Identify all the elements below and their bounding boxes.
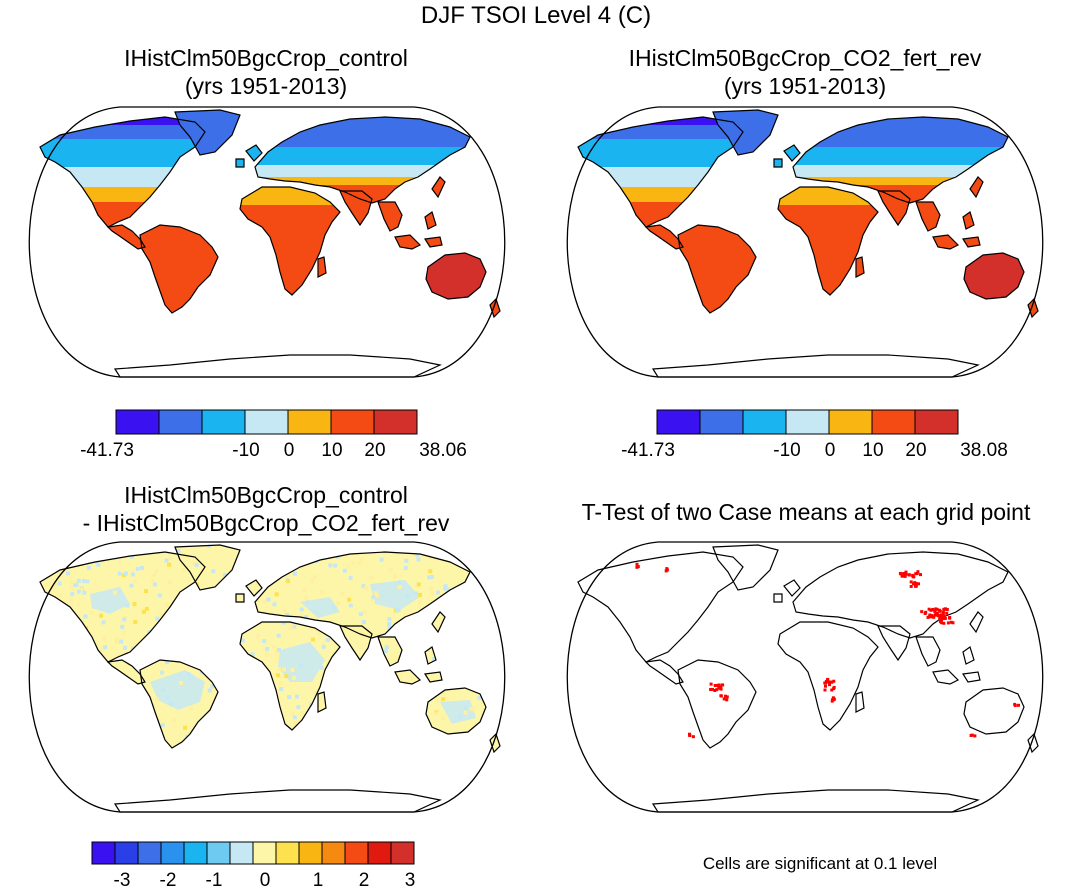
colorbar-tick-label: 20 <box>364 440 385 461</box>
colorbar-tick-label: 0 <box>260 870 271 891</box>
land-island <box>970 177 983 197</box>
land-island <box>933 235 958 249</box>
colorbar-swatch <box>373 409 418 435</box>
colorbar-tick-label: -10 <box>773 440 800 461</box>
negative-anomaly-patch <box>150 670 205 710</box>
land-island <box>432 177 445 197</box>
colorbar-tick-label: 0 <box>284 440 295 461</box>
coastlines <box>577 109 1039 378</box>
colorbar-swatch <box>699 409 744 435</box>
map-difference <box>28 541 506 813</box>
top-left-title-line2: (yrs 1951-2013) <box>184 73 348 99</box>
land-anomaly <box>108 660 145 684</box>
colorbar-swatch <box>298 841 323 865</box>
land-anomaly <box>432 612 445 632</box>
map-frame <box>28 106 506 378</box>
bottom-left-title-line2: - IHistClm50BgcCrop_CO2_fert_rev <box>82 510 450 536</box>
land-island <box>774 159 782 167</box>
bottom-left-title-line1: IHistClm50BgcCrop_control <box>124 482 408 508</box>
top-right-title-line1: IHistClm50BgcCrop_CO2_fert_rev <box>628 45 982 71</box>
colorbar-control: -41.73 -10 0 10 20 38.06 <box>80 409 467 461</box>
colorbar-swatch <box>158 409 203 435</box>
top-right-title-line2: (yrs 1951-2013) <box>723 73 887 99</box>
colorbar-swatch <box>321 841 346 865</box>
land-island <box>395 235 420 249</box>
map-ttest <box>566 541 1044 813</box>
colorbar-swatch <box>828 409 873 435</box>
colorbar-swatch <box>137 841 162 865</box>
colorbar-co2-fert-rev: -41.73 -10 0 10 20 38.08 <box>621 409 1008 461</box>
colorbar-swatch <box>287 409 332 435</box>
map-frame <box>566 541 1044 813</box>
colorbar-swatch <box>344 841 369 865</box>
colorbar-tick-label: 0 <box>825 440 836 461</box>
colorbar-tick-label: -41.73 <box>80 440 134 461</box>
colorbar-swatch <box>914 409 959 435</box>
colorbar-tick-label: -10 <box>232 440 259 461</box>
land-anomaly <box>395 670 420 684</box>
significance-note: Cells are significant at 0.1 level <box>702 854 938 873</box>
negative-anomaly-patch <box>278 642 325 682</box>
coastlines <box>39 544 501 813</box>
colorbar-swatch <box>206 841 231 865</box>
colorbar-swatch <box>91 841 116 865</box>
colorbar-swatch <box>229 841 254 865</box>
colorbar-swatch <box>785 409 830 435</box>
colorbar-difference: -3 -2 -1 0 1 2 3 <box>91 841 416 891</box>
land-island <box>425 237 442 247</box>
colorbar-swatch <box>656 409 701 435</box>
colorbar-swatch <box>742 409 787 435</box>
colorbar-tick-label: -1 <box>206 870 223 891</box>
colorbar-tick-label: 38.08 <box>960 440 1008 461</box>
colorbar-tick-label: -3 <box>114 870 131 891</box>
map-ocean <box>567 542 1043 812</box>
colorbar-swatch <box>275 841 300 865</box>
land-island <box>236 159 244 167</box>
colorbar-tick-label: -2 <box>160 870 177 891</box>
colorbar-tick-label: 2 <box>359 870 370 891</box>
colorbar-tick-label: 1 <box>313 870 324 891</box>
top-left-title-line1: IHistClm50BgcCrop_control <box>124 45 408 71</box>
land-anomaly <box>236 594 244 602</box>
figure-title: DJF TSOI Level 4 (C) <box>420 2 652 29</box>
negative-anomaly-patch <box>370 580 420 610</box>
colorbar-swatch <box>330 409 375 435</box>
colorbar-tick-label: 38.06 <box>419 440 467 461</box>
colorbar-swatch <box>114 841 139 865</box>
colorbar-swatch <box>201 409 246 435</box>
map-frame <box>566 106 1044 378</box>
colorbar-swatch <box>252 841 277 865</box>
colorbar-tick-label: 10 <box>862 440 883 461</box>
colorbar-swatch <box>367 841 392 865</box>
land-island <box>963 237 980 247</box>
land-anomaly <box>255 552 470 638</box>
land-island <box>318 257 326 277</box>
land-island <box>856 257 864 277</box>
colorbar-swatch <box>160 841 185 865</box>
colorbar-swatch <box>115 409 160 435</box>
colorbar-tick-label: 20 <box>905 440 926 461</box>
negative-anomaly-patch <box>300 597 340 618</box>
colorbar-tick-label: -41.73 <box>621 440 675 461</box>
bottom-right-title: T-Test of two Case means at each grid po… <box>581 499 1031 525</box>
map-co2-fert-rev <box>566 106 1044 378</box>
colorbar-swatch <box>871 409 916 435</box>
land-anomaly <box>318 692 326 712</box>
colorbar-tick-label: 3 <box>405 870 416 891</box>
colorbar-swatch <box>244 409 289 435</box>
significant-cells <box>635 562 1020 739</box>
map-control <box>28 106 506 378</box>
negative-anomaly-patch <box>90 587 130 614</box>
colorbar-swatch <box>183 841 208 865</box>
colorbar-tick-label: 10 <box>321 440 342 461</box>
map-frame <box>28 541 506 813</box>
colorbar-swatch <box>390 841 415 865</box>
